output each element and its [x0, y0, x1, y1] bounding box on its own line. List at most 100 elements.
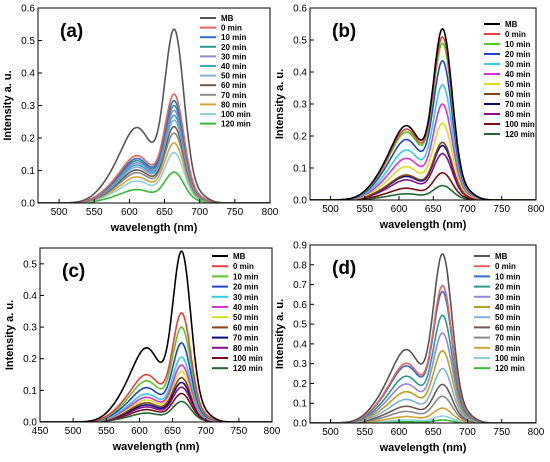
x-tick-label: 500 [51, 207, 68, 218]
y-tick-label: 0.3 [21, 101, 35, 112]
legend-label: 0 min [221, 24, 242, 33]
legend-label: 20 min [233, 283, 258, 292]
panel-label: (c) [62, 261, 85, 282]
legend-label: 60 min [221, 81, 246, 90]
y-tick-label: 0.2 [23, 354, 37, 365]
x-tick-label: 700 [459, 427, 476, 438]
legend-label: 60 min [495, 323, 520, 332]
panel-a: 500 550 600 650 700 750 800 0.0 0.1 0.2 0.3 0.4 0.5 0… [2, 4, 279, 235]
legend-label: 70 min [221, 91, 246, 100]
y-tick-label: 0.3 [293, 359, 307, 370]
panel-d: 500 550 600 650 700 750 800 0.0 0.1 0.2 0.3 0.4 0.5 0… [274, 241, 545, 455]
series-line-100-min [310, 415, 536, 423]
y-tick-label: 0.6 [293, 4, 307, 15]
y-axis-label: Intensity a. u. [274, 69, 286, 139]
x-tick-label: 750 [227, 207, 244, 218]
y-tick-label: 0.6 [293, 300, 307, 311]
legend-label: 0 min [233, 262, 254, 271]
legend-label: 40 min [221, 62, 246, 71]
legend-label: MB [221, 14, 234, 23]
legend-label: 120 min [495, 364, 525, 373]
panel-b: 500 550 600 650 700 750 800 0.0 0.1 0.2 0.3 0.4 0.5 0… [274, 4, 545, 232]
series-line-10-min [310, 42, 536, 200]
x-tick-label: 800 [264, 426, 281, 437]
y-tick-label: 0.0 [23, 418, 37, 429]
x-tick-label: 600 [121, 207, 138, 218]
y-tick-label: 0.7 [293, 280, 307, 291]
legend-label: 40 min [495, 303, 520, 312]
y-tick-label: 0.0 [21, 199, 35, 210]
x-tick-label: 700 [191, 207, 208, 218]
x-tick-label: 550 [86, 207, 103, 218]
y-tick-label: 0.5 [23, 259, 37, 270]
legend-label: 20 min [495, 283, 520, 292]
legend-label: 80 min [221, 100, 246, 109]
x-tick-label: 650 [425, 204, 442, 215]
legend-label: 80 min [505, 110, 530, 119]
legend-label: 80 min [233, 344, 258, 353]
y-tick-label: 0.5 [293, 36, 307, 47]
legend-label: MB [233, 252, 246, 261]
series-line-mb [310, 253, 536, 423]
y-tick-label: 0.2 [293, 379, 307, 390]
legend-label: 40 min [233, 303, 258, 312]
y-tick-label: 0.4 [23, 291, 37, 302]
series-line-50-min [40, 370, 272, 422]
y-tick-label: 0.8 [293, 260, 307, 271]
x-tick-label: 800 [528, 427, 545, 438]
x-tick-label: 650 [156, 207, 173, 218]
x-tick-label: 650 [425, 427, 442, 438]
y-tick-label: 0.5 [21, 36, 35, 47]
series-line-100-min [40, 392, 272, 422]
plot-frame [39, 247, 273, 423]
series-line-80-min [40, 386, 272, 422]
legend-label: 50 min [495, 313, 520, 322]
x-tick-label: 750 [493, 427, 510, 438]
series-line-40-min [40, 364, 272, 422]
x-tick-label: 550 [98, 426, 115, 437]
legend-label: 70 min [495, 334, 520, 343]
x-tick-label: 650 [164, 426, 181, 437]
panel-label: (d) [332, 258, 356, 279]
legend-label: 30 min [495, 293, 520, 302]
y-tick-label: 0.1 [293, 164, 307, 175]
x-axis-label: wavelength (nm) [379, 219, 467, 231]
series-line-60-min [40, 376, 272, 422]
x-tick-label: 700 [197, 426, 214, 437]
x-axis-label: wavelength (nm) [112, 441, 200, 453]
series-line-100-min [310, 172, 536, 200]
x-tick-label: 800 [262, 207, 279, 218]
y-tick-label: 0.6 [21, 4, 35, 15]
panel-label: (a) [60, 21, 83, 42]
legend-label: 40 min [505, 70, 530, 79]
y-tick-label: 0.4 [21, 69, 35, 80]
legend-label: 50 min [233, 313, 258, 322]
x-tick-label: 800 [528, 204, 545, 215]
legend-label: 100 min [505, 120, 535, 129]
legend-label: 20 min [505, 50, 530, 59]
x-tick-label: 600 [391, 204, 408, 215]
y-tick-label: 0.3 [23, 323, 37, 334]
legend-label: 60 min [233, 323, 258, 332]
legend-label: MB [505, 20, 518, 29]
legend-label: 20 min [221, 43, 246, 52]
x-tick-label: 500 [322, 204, 339, 215]
legend-label: 100 min [495, 354, 525, 363]
legend-label: 30 min [233, 293, 258, 302]
y-tick-label: 0.1 [23, 386, 37, 397]
y-tick-label: 0.4 [293, 339, 307, 350]
series-line-120-min [38, 171, 270, 203]
x-tick-label: 750 [493, 204, 510, 215]
legend-label: 10 min [495, 272, 520, 281]
series-line-50-min [310, 122, 536, 200]
panel-label: (b) [332, 21, 356, 42]
legend-label: 120 min [233, 364, 263, 373]
y-tick-label: 0.3 [293, 100, 307, 111]
series-line-50-min [38, 119, 270, 203]
y-tick-label: 0.0 [293, 196, 307, 207]
legend-label: 30 min [505, 60, 530, 69]
legend-label: MB [495, 252, 508, 261]
